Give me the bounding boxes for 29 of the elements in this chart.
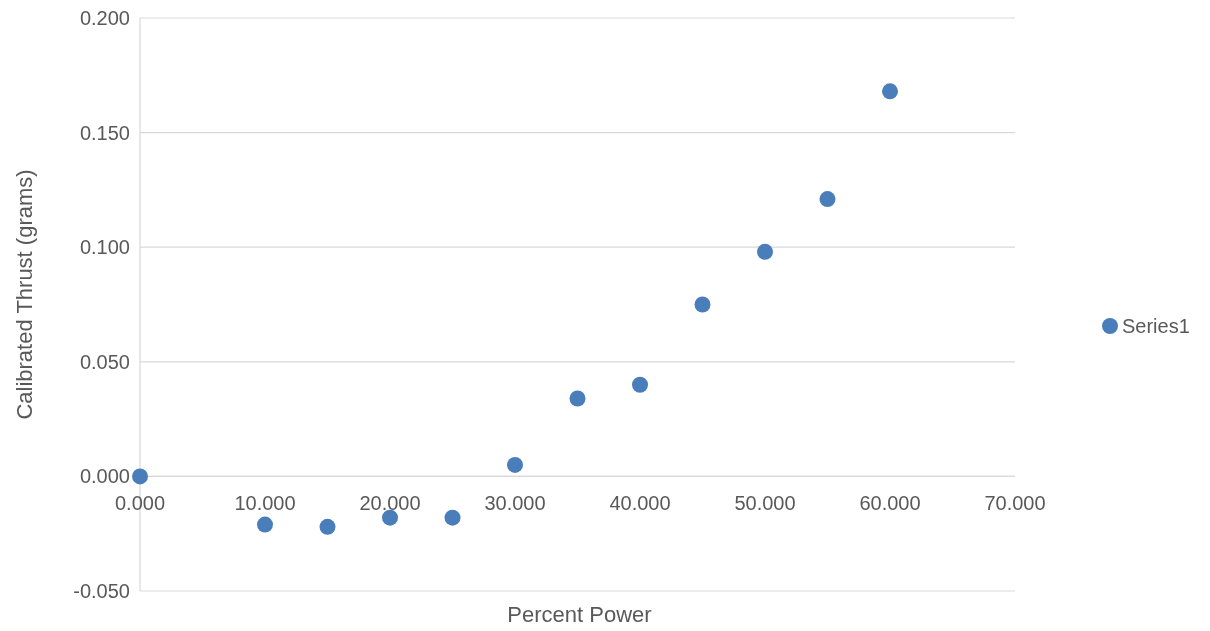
point bbox=[819, 191, 836, 208]
y-tick-label: -0.050 bbox=[73, 580, 130, 602]
x-tick-label: 40.000 bbox=[609, 492, 671, 515]
x-tick-label: 10.000 bbox=[234, 492, 296, 515]
x-tick-label: 0.000 bbox=[114, 492, 166, 515]
point bbox=[569, 390, 586, 407]
legend-label: Series1 bbox=[1122, 315, 1190, 337]
x-tick-label: 70.000 bbox=[984, 492, 1046, 515]
point bbox=[319, 518, 336, 535]
point bbox=[757, 243, 773, 260]
point bbox=[507, 456, 523, 473]
point bbox=[132, 468, 148, 485]
point bbox=[257, 516, 273, 533]
point bbox=[632, 376, 648, 393]
y-tick-label: 0.100 bbox=[79, 236, 130, 259]
y-axis-title: Calibrated Thrust (grams) bbox=[12, 169, 37, 420]
y-tick-label: 0.200 bbox=[79, 7, 130, 29]
y-tick-label: 0.000 bbox=[79, 465, 130, 488]
x-axis-title: Percent Power bbox=[507, 602, 652, 627]
x-tick-label: 60.000 bbox=[859, 492, 921, 515]
x-tick-label: 50.000 bbox=[734, 492, 796, 515]
point bbox=[382, 509, 398, 526]
x-tick-label: 20.000 bbox=[359, 492, 421, 515]
point bbox=[882, 83, 898, 100]
y-tick-label: 0.150 bbox=[79, 121, 130, 144]
point bbox=[694, 296, 711, 313]
point bbox=[444, 509, 461, 526]
x-tick-label: 30.000 bbox=[484, 492, 546, 515]
y-tick-label: 0.050 bbox=[79, 350, 130, 373]
